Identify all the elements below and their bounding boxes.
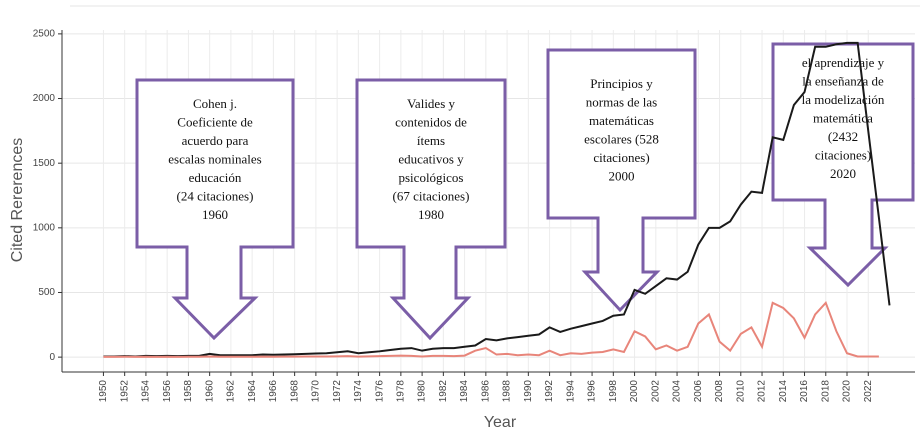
x-tick-label: 1952: [119, 380, 130, 403]
x-tick-label: 1990: [523, 380, 534, 403]
annotation-text: psicológicos: [399, 170, 464, 185]
x-tick-label: 1960: [204, 380, 215, 403]
annotation-text: citaciones): [593, 150, 649, 165]
annotation-text: ítems: [417, 133, 445, 148]
annotation-text: (2432: [828, 129, 858, 144]
series-line: [103, 300, 879, 358]
annotation-text: matemática: [813, 110, 873, 125]
x-tick-label: 2014: [778, 380, 789, 403]
x-tick-label: 1966: [268, 380, 279, 403]
x-tick-label: 1954: [141, 380, 152, 403]
annotation-text: educación: [189, 170, 242, 185]
x-tick-label: 1980: [417, 380, 428, 403]
annotation-text: citaciones): [815, 147, 871, 162]
y-tick-label: 500: [38, 287, 55, 298]
y-tick-label: 1000: [33, 222, 56, 233]
annotation-text: matemáticas: [589, 113, 654, 128]
annotation-text: (24 citaciones): [177, 188, 254, 203]
x-tick-label: 2000: [629, 380, 640, 403]
x-tick-label: 2022: [863, 380, 874, 403]
x-tick-label: 1950: [98, 380, 109, 403]
x-tick-label: 1988: [502, 380, 513, 403]
annotation-text: la enseñanza de: [802, 73, 884, 88]
annotation-text: Coeficiente de: [177, 114, 253, 129]
y-tick-label: 2000: [33, 93, 56, 104]
x-tick-label: 1982: [438, 380, 449, 403]
x-axis-label: Year: [484, 414, 517, 431]
x-tick-label: 2004: [672, 380, 683, 403]
x-tick-label: 1994: [565, 380, 576, 403]
x-tick-label: 1962: [226, 380, 237, 403]
x-tick-label: 1958: [183, 380, 194, 403]
annotation-text: la modelización: [802, 92, 885, 107]
x-tick-label: 2012: [757, 380, 768, 403]
callout: [771, 42, 915, 288]
x-tick-label: 1992: [544, 380, 555, 403]
series-line: [103, 41, 891, 358]
y-axis-label: Cited Rererences: [9, 138, 26, 263]
x-tick-label: 1986: [480, 380, 491, 403]
x-tick-label: 1998: [608, 380, 619, 403]
callout: [135, 78, 295, 341]
x-tick-label: 1978: [396, 380, 407, 403]
x-tick-label: 1974: [353, 380, 364, 403]
annotation-text: 2020: [830, 166, 856, 181]
x-tick-label: 1984: [459, 380, 470, 403]
x-tick-label: 2008: [714, 380, 725, 403]
y-tick-label: 2500: [33, 29, 56, 40]
x-tick-label: 2002: [650, 380, 661, 403]
x-tick-label: 2016: [799, 380, 810, 403]
callout: [355, 78, 507, 341]
annotation-text: acuerdo para: [182, 133, 249, 148]
annotation-text: el aprendizaje y: [802, 55, 885, 70]
x-tick-label: 1996: [587, 380, 598, 403]
x-tick-label: 1956: [162, 380, 173, 403]
x-tick-label: 2010: [735, 380, 746, 403]
annotation-text: Cohen j.: [193, 96, 237, 111]
annotation-text: 2000: [609, 168, 635, 183]
x-tick-label: 2020: [842, 380, 853, 403]
y-tick-label: 1500: [33, 158, 56, 169]
annotation-text: (67 citaciones): [393, 188, 470, 203]
x-tick-label: 1964: [247, 380, 258, 403]
y-tick-label: 0: [49, 352, 55, 363]
x-tick-label: 1970: [311, 380, 322, 403]
annotation-text: Principios y: [590, 76, 653, 91]
annotation-text: Valides y: [407, 96, 456, 111]
x-tick-label: 2006: [693, 380, 704, 403]
annotation-text: 1980: [418, 207, 444, 222]
x-tick-label: 2018: [820, 380, 831, 403]
annotation-text: escolares (528: [584, 131, 659, 146]
x-tick-label: 1972: [332, 380, 343, 403]
annotation-text: contenidos de: [395, 114, 467, 129]
annotation-text: educativos y: [398, 151, 464, 166]
annotation-text: escalas nominales: [168, 151, 262, 166]
annotation-text: 1960: [202, 207, 228, 222]
x-tick-label: 1976: [374, 380, 385, 403]
x-tick-label: 1968: [289, 380, 300, 403]
annotation-text: normas de las: [586, 94, 657, 109]
